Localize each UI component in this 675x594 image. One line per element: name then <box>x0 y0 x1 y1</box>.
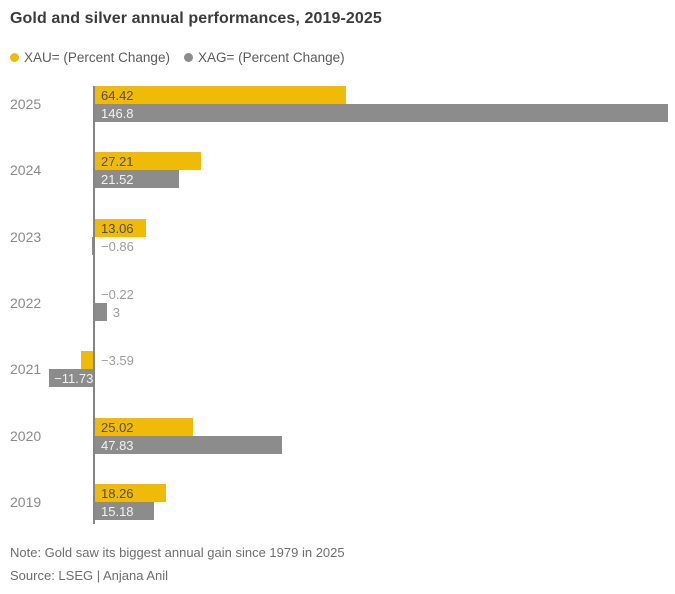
page-title: Gold and silver annual performances, 201… <box>10 10 382 27</box>
bar-xau-2021 <box>80 351 95 370</box>
value-label-xau-2020: 25.02 <box>101 419 134 435</box>
value-label-xau-2022: −0.22 <box>101 286 134 302</box>
bar-xau-2025 <box>95 86 347 104</box>
value-axis-zero-line <box>93 86 95 524</box>
bar-xag-2021 <box>49 369 95 388</box>
value-label-xag-2024: 21.52 <box>101 172 134 188</box>
bar-xau-2019 <box>95 483 167 502</box>
category-label-2023: 2023 <box>10 228 42 245</box>
value-label-xag-2021: −11.73 <box>54 371 94 387</box>
category-label-2025: 2025 <box>10 96 42 112</box>
bar-xag-2019 <box>95 501 155 520</box>
bar-xag-2025 <box>95 104 668 122</box>
value-label-xag-2020: 47.83 <box>101 437 134 453</box>
category-label-2020: 2020 <box>10 427 42 444</box>
legend-item-xau: XAU= (Percent Change) <box>10 50 170 65</box>
value-label-xag-2023: −0.86 <box>101 238 134 254</box>
category-label-2019: 2019 <box>10 493 42 510</box>
value-label-xag-2022: 3 <box>112 304 120 320</box>
category-label-2021: 2021 <box>10 361 42 378</box>
value-label-xag-2019: 15.18 <box>101 503 134 519</box>
legend-label-xau: XAU= (Percent Change) <box>24 50 170 65</box>
legend: XAU= (Percent Change) XAG= (Percent Chan… <box>10 50 345 65</box>
category-label-2024: 2024 <box>10 162 42 179</box>
value-label-xau-2025: 64.42 <box>101 88 134 103</box>
bar-xau-2023 <box>95 218 146 237</box>
bar-xau-2024 <box>95 152 202 171</box>
chart-source: Source: LSEG | Anjana Anil <box>10 568 169 583</box>
silver-dot-icon <box>183 53 193 62</box>
value-label-xag-2025: 146.8 <box>101 106 134 121</box>
legend-item-xag: XAG= (Percent Change) <box>183 50 345 65</box>
category-label-2022: 2022 <box>10 294 42 311</box>
bar-xag-2020 <box>95 435 282 454</box>
bar-xag-2022 <box>95 302 107 321</box>
value-label-xau-2024: 27.21 <box>101 154 134 170</box>
value-label-xau-2019: 18.26 <box>101 485 134 501</box>
bar-xag-2024 <box>95 170 179 189</box>
gold-dot-icon <box>10 53 19 62</box>
value-label-xau-2021: −3.59 <box>101 353 134 369</box>
bar-xau-2020 <box>95 417 193 436</box>
value-label-xau-2023: 13.06 <box>101 220 134 236</box>
legend-label-xag: XAG= (Percent Change) <box>197 50 345 65</box>
bar-chart: 2025 64.42 146.8 2024 27.21 21.52 2023 13.06 −0.… <box>0 80 675 532</box>
chart-note: Note: Gold saw its biggest annual gain s… <box>10 545 345 560</box>
